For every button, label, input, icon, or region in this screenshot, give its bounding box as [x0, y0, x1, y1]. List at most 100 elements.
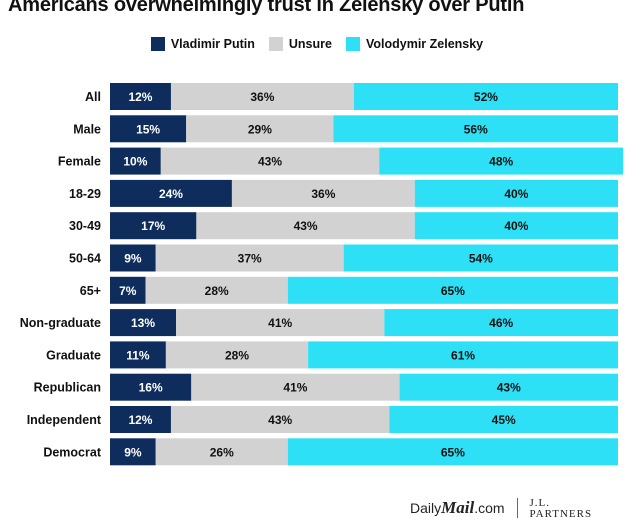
category-label-50-64: 50-64: [69, 252, 101, 266]
bar-volodymir-zelensky-18-29: [414, 179, 618, 207]
data-label-unsure-non-graduate: 41%: [268, 316, 292, 330]
bar-vladimir-putin-independent: [110, 406, 171, 433]
bar-unsure-republican: [191, 373, 400, 401]
data-label-volodymir-zelensky-graduate: 61%: [451, 348, 475, 362]
legend-swatch-zelensky: [345, 37, 360, 51]
brand-mail: Mail: [441, 498, 475, 517]
data-label-vladimir-putin-graduate: 11%: [126, 348, 150, 362]
data-label-unsure-independent: 43%: [268, 413, 292, 427]
bar-volodymir-zelensky-graduate: [308, 341, 618, 369]
category-label-female: Female: [58, 155, 101, 169]
bar-unsure-graduate: [165, 341, 309, 369]
data-label-unsure-all: 36%: [250, 90, 274, 104]
data-label-volodymir-zelensky-independent: 45%: [492, 413, 516, 427]
daily-mail-logo: DailyMail.com: [410, 498, 505, 518]
bar-unsure-non-graduate: [176, 309, 385, 337]
legend-label-putin: Vladimir Putin: [170, 37, 255, 51]
data-label-volodymir-zelensky-all: 52%: [474, 90, 498, 104]
legend-label-zelensky: Volodymir Zelensky: [365, 37, 484, 51]
bar-volodymir-zelensky-30-49: [414, 212, 618, 240]
brand-partners: PARTNERS: [529, 508, 593, 520]
data-label-volodymir-zelensky-male: 56%: [464, 122, 488, 136]
legend-label-unsure: Unsure: [288, 37, 332, 51]
data-label-vladimir-putin-65-: 7%: [119, 284, 137, 298]
data-label-unsure-18-29: 36%: [311, 187, 335, 201]
bar-unsure-all: [170, 83, 354, 110]
bar-vladimir-putin-female: [110, 147, 161, 175]
legend-swatch-putin: [150, 37, 165, 51]
bar-volodymir-zelensky-independent: [389, 406, 618, 433]
data-label-vladimir-putin-male: 15%: [136, 122, 160, 136]
bar-vladimir-putin-non-graduate: [110, 309, 177, 337]
bar-unsure-male: [186, 115, 334, 143]
data-label-unsure-30-49: 43%: [294, 219, 318, 233]
category-label-democrat: Democrat: [43, 445, 101, 459]
bar-unsure-50-64: [155, 244, 344, 272]
data-label-unsure-65-: 28%: [205, 284, 229, 298]
bar-vladimir-putin-18-29: [110, 179, 232, 207]
bar-volodymir-zelensky-female: [379, 147, 624, 175]
data-label-vladimir-putin-independent: 12%: [128, 413, 152, 427]
footer-divider: [516, 498, 518, 518]
bar-vladimir-putin-50-64: [110, 244, 156, 272]
bar-volodymir-zelensky-all: [353, 83, 618, 110]
category-label-graduate: Graduate: [46, 348, 101, 362]
data-label-volodymir-zelensky-30-49: 40%: [504, 219, 528, 233]
bar-volodymir-zelensky-democrat: [287, 438, 618, 466]
data-label-vladimir-putin-republican: 16%: [139, 381, 163, 395]
bar-unsure-independent: [170, 406, 390, 433]
category-label-republican: Republican: [34, 381, 101, 395]
bar-unsure-democrat: [155, 438, 288, 466]
jl-partners-logo: J.L. PARTNERS: [530, 498, 593, 520]
category-label-all: All: [85, 90, 101, 104]
category-label-30-49: 30-49: [69, 219, 101, 233]
data-label-volodymir-zelensky-non-graduate: 46%: [489, 316, 513, 330]
bar-vladimir-putin-all: [110, 83, 171, 110]
legend-item-zelensky: Volodymir Zelensky: [345, 37, 484, 51]
brand-jl: J.L.: [529, 497, 551, 509]
bar-unsure-18-29: [231, 179, 415, 207]
category-label-18-29: 18-29: [69, 187, 101, 201]
bar-volodymir-zelensky-male: [333, 115, 618, 143]
bar-volodymir-zelensky-50-64: [343, 244, 618, 272]
data-label-vladimir-putin-30-49: 17%: [141, 219, 165, 233]
data-label-vladimir-putin-50-64: 9%: [124, 252, 142, 266]
bar-vladimir-putin-republican: [110, 373, 192, 401]
legend-item-unsure: Unsure: [268, 37, 332, 51]
data-label-vladimir-putin-democrat: 9%: [124, 445, 142, 459]
data-label-unsure-democrat: 26%: [210, 445, 234, 459]
bar-unsure-female: [160, 147, 380, 175]
bar-unsure-30-49: [196, 212, 415, 240]
category-label-65-: 65+: [80, 284, 101, 298]
data-label-unsure-female: 43%: [258, 155, 282, 169]
data-label-volodymir-zelensky-65-: 65%: [441, 284, 465, 298]
data-label-unsure-male: 29%: [248, 122, 272, 136]
data-label-volodymir-zelensky-female: 48%: [489, 155, 513, 169]
data-label-vladimir-putin-female: 10%: [123, 155, 147, 169]
bar-vladimir-putin-male: [110, 115, 187, 143]
data-label-volodymir-zelensky-50-64: 54%: [469, 252, 493, 266]
footer-branding: DailyMail.com J.L. PARTNERS: [410, 498, 592, 520]
legend-item-putin: Vladimir Putin: [150, 37, 255, 51]
data-label-unsure-50-64: 37%: [238, 252, 262, 266]
data-label-vladimir-putin-non-graduate: 13%: [131, 316, 155, 330]
bar-volodymir-zelensky-republican: [399, 373, 618, 401]
bar-volodymir-zelensky-non-graduate: [384, 309, 618, 337]
brand-com: .com: [474, 500, 505, 516]
data-label-unsure-graduate: 28%: [225, 348, 249, 362]
bar-vladimir-putin-65-: [110, 276, 146, 304]
data-label-unsure-republican: 41%: [283, 381, 307, 395]
bar-vladimir-putin-graduate: [110, 341, 166, 369]
data-label-volodymir-zelensky-democrat: 65%: [441, 445, 465, 459]
data-label-vladimir-putin-18-29: 24%: [159, 187, 183, 201]
data-label-vladimir-putin-all: 12%: [128, 90, 152, 104]
bar-vladimir-putin-democrat: [110, 438, 156, 466]
category-label-independent: Independent: [27, 413, 102, 427]
chart-title: Americans overwhelmingly trust in Zelens…: [8, 0, 525, 16]
legend-swatch-unsure: [268, 37, 283, 51]
chart-legend: Vladimir Putin Unsure Volodymir Zelensky: [0, 37, 634, 51]
bar-volodymir-zelensky-65-: [287, 276, 618, 304]
bar-unsure-65-: [145, 276, 288, 304]
category-label-non-graduate: Non-graduate: [20, 316, 101, 330]
